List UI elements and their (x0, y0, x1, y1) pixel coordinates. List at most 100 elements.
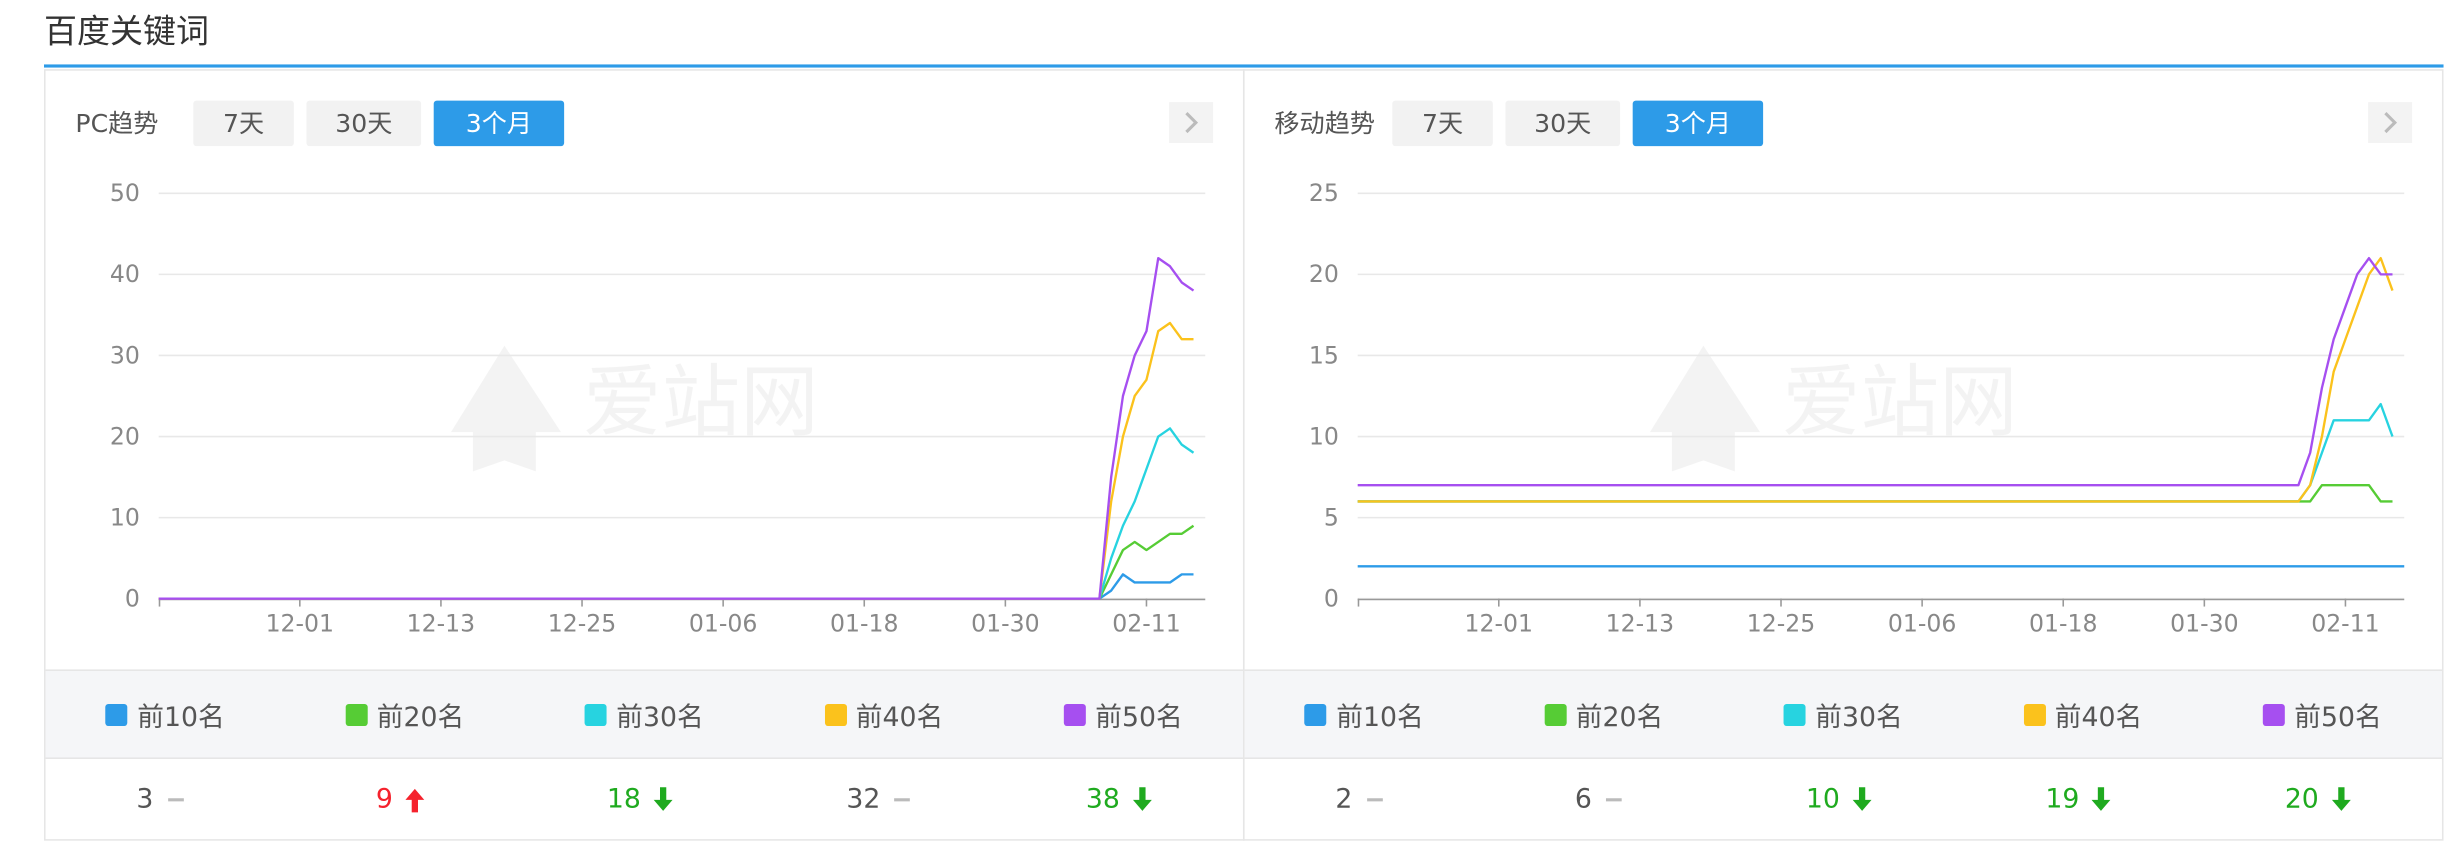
watermark: 爱站网 (1649, 345, 2018, 472)
watermark-logo (450, 345, 561, 472)
summary-item: 10 (1724, 757, 1963, 840)
y-tick-label: 50 (110, 179, 140, 207)
trend-icon (1366, 797, 1383, 801)
series-line (158, 256, 1195, 600)
legend-label: 前40名 (855, 702, 944, 734)
legend-label: 前30名 (616, 702, 704, 734)
legend-item[interactable]: 前20名 (1484, 671, 1723, 757)
y-tick-label: 0 (125, 585, 140, 613)
legend-swatch (1783, 703, 1806, 726)
legend-swatch (824, 703, 847, 726)
legend-item[interactable]: 前50名 (1004, 671, 1243, 757)
trend-icon (894, 797, 911, 801)
legend-item[interactable]: 前40名 (1963, 671, 2202, 757)
summary-item: 18 (525, 757, 764, 840)
legend-item[interactable]: 前20名 (285, 671, 524, 757)
summary-value: 19 (2045, 783, 2080, 815)
y-tick-label: 10 (1309, 422, 1339, 450)
summary-value: 10 (1805, 783, 1840, 815)
legend-item[interactable]: 前50名 (2203, 671, 2442, 757)
y-tick-label: 20 (1309, 260, 1339, 288)
series-line (158, 573, 1194, 600)
summary-item: 19 (1963, 757, 2202, 840)
series-line (1357, 256, 2394, 503)
legend: 前10名 前20名 前30名 前40名 前50名 (45, 669, 1243, 759)
trend-arrow (653, 786, 673, 811)
legend-item[interactable]: 前30名 (1724, 671, 1963, 757)
y-tick-label: 25 (1309, 179, 1339, 207)
legend-label: 前50名 (1095, 702, 1183, 734)
legend-swatch (584, 703, 607, 726)
y-tick-label: 15 (1309, 341, 1339, 369)
legend-swatch (2262, 703, 2285, 726)
series-line (1357, 484, 2393, 503)
x-tick-label: 01-06 (1888, 610, 1956, 638)
trend-icon (653, 786, 673, 811)
legend-label: 前40名 (2054, 702, 2143, 734)
series-line (1357, 256, 2393, 487)
summary-item: 2 (1245, 757, 1484, 840)
summary-item: 20 (2203, 757, 2442, 840)
legend-label: 前10名 (137, 702, 225, 734)
legend-swatch (345, 703, 368, 726)
y-tick-label: 30 (110, 341, 140, 369)
y-tick-label: 5 (1324, 503, 1339, 531)
tab[interactable]: 30天 (1505, 100, 1621, 147)
chart: 爱站网 0 10 20 30 40 50 12-01 12-13 12-25 01-06 01-18 0… (110, 179, 1206, 638)
legend-item[interactable]: 前10名 (46, 671, 285, 757)
next-icon (1185, 112, 1199, 134)
summary: 2 6 10 19 20 (1245, 757, 2442, 840)
y-tick-label: 20 (110, 422, 140, 450)
chart: 爱站网 0 5 10 15 20 25 12-01 12-13 12-25 01-06 01-18 01… (1309, 179, 2405, 638)
summary-value: 9 (375, 783, 393, 815)
legend-item[interactable]: 前40名 (764, 671, 1003, 757)
x-tick-label: 01-18 (830, 610, 898, 638)
summary-item: 3 (46, 757, 285, 840)
watermark-text: 爱站网 (583, 356, 819, 448)
summary: 3 9 18 32 38 (46, 757, 1243, 840)
trend-icon (2331, 786, 2351, 811)
legend-swatch (105, 703, 128, 726)
next-button[interactable] (1169, 102, 1214, 143)
tab[interactable]: 7天 (1392, 100, 1493, 147)
legend-swatch (1063, 703, 1086, 726)
summary-value: 3 (136, 783, 154, 815)
next-button[interactable] (2368, 102, 2413, 143)
title-rule (43, 64, 2444, 68)
tab[interactable]: 30天 (306, 100, 422, 147)
tab[interactable]: 7天 (193, 100, 294, 147)
summary-value: 32 (846, 783, 881, 815)
legend-item[interactable]: 前10名 (1245, 671, 1484, 757)
trend-icon (405, 788, 425, 812)
panel: 移动趋势 7天 30天 3个月 爱站网 0 5 10 15 20 25 12-01 12-13 12-25… (1242, 69, 2444, 841)
summary-value: 20 (2284, 783, 2319, 815)
x-tick-label: 12-25 (548, 610, 616, 638)
y-tick-label: 0 (1324, 585, 1339, 613)
summary-value: 38 (1085, 783, 1120, 815)
trend-icon (1605, 797, 1622, 801)
legend-label: 前20名 (376, 702, 465, 734)
series-line (158, 427, 1195, 600)
chevron (1185, 112, 1199, 134)
watermark: 爱站网 (450, 345, 819, 472)
legend-label: 前30名 (1815, 702, 1903, 734)
watermark-logo (1649, 345, 1760, 472)
x-tick-label: 12-01 (1465, 610, 1533, 638)
trend-icon (2091, 786, 2111, 811)
trend-arrow (1132, 786, 1152, 811)
tab[interactable]: 3个月 (433, 100, 565, 147)
summary-value: 18 (606, 783, 641, 815)
y-tick-label: 40 (110, 260, 140, 288)
legend-swatch (1544, 703, 1567, 726)
summary-value: 6 (1574, 783, 1592, 815)
watermark-text: 爱站网 (1782, 356, 2018, 448)
summary-item: 6 (1484, 757, 1723, 840)
x-tick-label: 12-25 (1747, 610, 1815, 638)
summary-value: 2 (1335, 783, 1353, 815)
page-title: 百度关键词 (43, 12, 209, 51)
legend-item[interactable]: 前30名 (525, 671, 764, 757)
trend-arrow (405, 788, 425, 812)
tab[interactable]: 3个月 (1632, 100, 1764, 147)
x-tick-label: 01-30 (971, 610, 1039, 638)
trend-icon (1852, 786, 1872, 811)
